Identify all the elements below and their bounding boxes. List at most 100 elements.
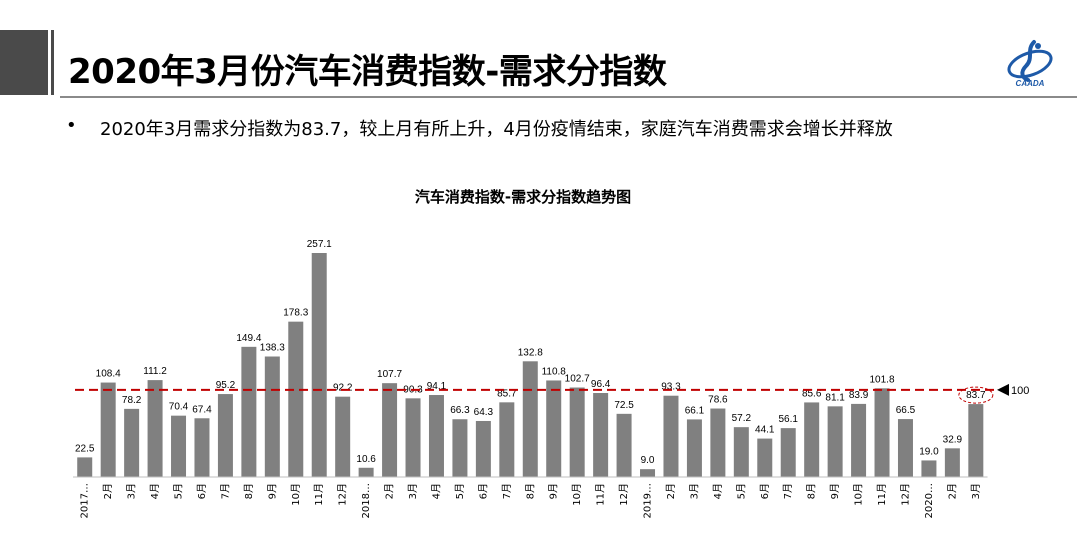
bar <box>335 396 351 477</box>
bar <box>428 395 444 477</box>
data-label: 32.9 <box>943 434 963 445</box>
x-tick-label: 11月 <box>595 483 607 506</box>
x-tick-label: 10月 <box>853 483 865 506</box>
logo-text: CAADA <box>1016 79 1045 88</box>
bar <box>100 382 116 477</box>
bar <box>944 448 960 477</box>
data-label: 57.2 <box>732 413 752 424</box>
data-label: 107.7 <box>377 369 402 380</box>
data-label: 110.8 <box>542 366 567 377</box>
data-label: 111.2 <box>143 366 167 377</box>
bar <box>499 402 515 477</box>
x-tick-label: 3月 <box>688 483 700 499</box>
data-label: 138.3 <box>260 343 285 354</box>
bar <box>710 408 726 477</box>
x-tick-label: 2017… <box>80 483 91 518</box>
x-tick-label: 5月 <box>735 483 747 499</box>
x-tick-label: 7月 <box>219 483 231 499</box>
highlight-circle <box>958 386 994 404</box>
x-tick-label: 2020… <box>924 483 935 518</box>
x-tick-label: 2018… <box>361 483 372 518</box>
bar <box>147 380 163 477</box>
x-tick-label: 10月 <box>571 483 583 506</box>
x-tick-label: 6月 <box>759 483 771 499</box>
data-label: 178.3 <box>283 308 308 319</box>
x-tick-label: 4月 <box>430 483 442 499</box>
x-tick-label: 9月 <box>829 483 841 499</box>
bar <box>241 346 257 477</box>
bar <box>311 253 327 477</box>
x-tick-label: 7月 <box>501 483 513 499</box>
x-tick-label: 8月 <box>524 483 536 499</box>
data-label: 96.4 <box>591 379 611 390</box>
data-label: 22.5 <box>75 443 95 454</box>
title-divider <box>60 96 1077 98</box>
data-label: 66.5 <box>896 405 916 416</box>
x-tick-label: 12月 <box>618 483 630 506</box>
x-tick-label: 2月 <box>665 483 677 499</box>
data-label: 70.4 <box>169 402 189 413</box>
bar <box>827 406 843 477</box>
data-label: 10.6 <box>356 454 376 465</box>
bar <box>921 460 937 477</box>
x-tick-label: 3月 <box>126 483 138 499</box>
data-label: 108.4 <box>96 369 121 380</box>
bar <box>640 469 656 477</box>
page-title: 2020年3月份汽车消费指数-需求分指数 <box>68 52 667 92</box>
bar <box>77 457 93 477</box>
x-tick-label: 10月 <box>290 483 302 506</box>
data-label: 81.1 <box>825 392 845 403</box>
x-tick-label: 9月 <box>548 483 560 499</box>
bar <box>851 403 867 477</box>
bar <box>217 394 233 477</box>
data-label: 85.7 <box>497 388 517 399</box>
data-label: 132.8 <box>518 347 543 358</box>
title-accent-bar <box>0 30 48 95</box>
caada-logo-icon: CAADA <box>1007 40 1053 88</box>
x-tick-label: 11月 <box>313 483 325 506</box>
x-tick-label: 2月 <box>384 483 396 499</box>
bar <box>288 321 304 477</box>
x-tick-label: 5月 <box>173 483 185 499</box>
demand-index-bar-chart: 汽车消费指数-需求分指数趋势图 22.5 2017… 108.4 2月 78.2 3月 111… <box>73 188 1029 518</box>
data-label: 101.8 <box>870 374 895 385</box>
bar <box>124 408 140 477</box>
x-tick-label: 2月 <box>946 483 958 499</box>
bar <box>593 393 609 477</box>
data-label: 102.7 <box>565 374 590 385</box>
x-tick-label: 2月 <box>102 483 114 499</box>
data-label: 44.1 <box>755 425 775 436</box>
bar <box>780 428 796 477</box>
data-label: 67.4 <box>192 404 212 415</box>
x-tick-label: 5月 <box>454 483 466 499</box>
data-label: 56.1 <box>778 414 798 425</box>
x-tick-label: 7月 <box>782 483 794 499</box>
bar <box>757 438 773 477</box>
bar <box>804 402 820 477</box>
x-tick-label: 4月 <box>149 483 161 499</box>
data-label: 93.3 <box>661 382 681 393</box>
bar <box>522 361 538 477</box>
x-tick-label: 6月 <box>196 483 208 499</box>
bar <box>569 387 585 477</box>
data-label: 72.5 <box>614 400 634 411</box>
x-tick-label: 8月 <box>243 483 255 499</box>
data-label: 66.1 <box>685 405 705 416</box>
x-tick-label: 11月 <box>876 483 888 506</box>
bar <box>663 395 679 477</box>
bar <box>194 418 210 477</box>
data-label: 94.1 <box>427 381 447 392</box>
bar <box>475 420 491 477</box>
x-tick-label: 12月 <box>899 483 911 506</box>
data-label: 92.2 <box>333 383 353 394</box>
data-label: 149.4 <box>236 333 261 344</box>
bullet-text: 2020年3月需求分指数为83.7，较上月有所上升，4月份疫情结束，家庭汽车消费… <box>100 119 893 140</box>
data-label: 95.2 <box>216 380 236 391</box>
chart-title: 汽车消费指数-需求分指数趋势图 <box>415 188 631 206</box>
bar <box>171 415 187 477</box>
data-label: 85.6 <box>802 388 822 399</box>
data-label: 66.3 <box>450 405 470 416</box>
data-label: 64.3 <box>474 407 494 418</box>
bar <box>546 380 562 477</box>
reference-label: 100 <box>1011 385 1029 397</box>
